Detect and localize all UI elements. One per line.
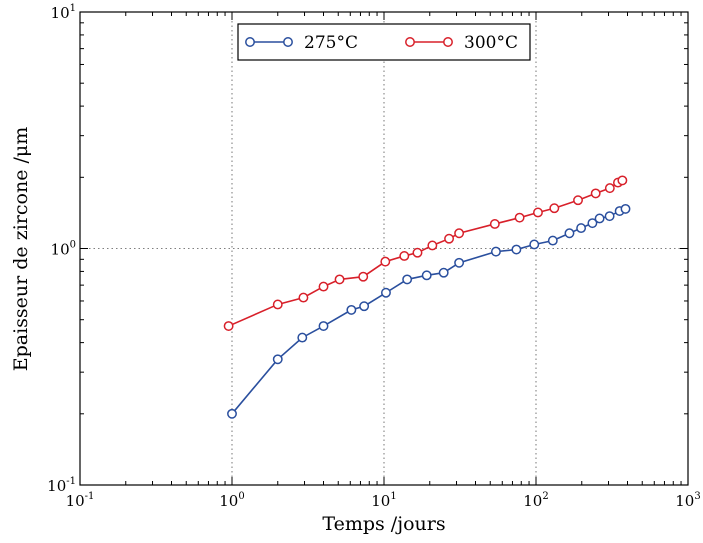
legend: 275°C 300°C <box>237 23 531 61</box>
data-point <box>576 223 587 234</box>
data-point <box>514 212 525 223</box>
data-point <box>427 240 438 251</box>
data-point <box>604 183 615 194</box>
data-point <box>564 228 575 239</box>
data-point <box>272 354 283 365</box>
data-point <box>529 239 540 250</box>
data-point <box>587 218 598 229</box>
y-tick-label: 100 <box>51 240 76 259</box>
data-point <box>297 332 308 343</box>
data-point <box>511 244 522 255</box>
legend-marker <box>443 37 453 47</box>
data-point <box>590 188 601 199</box>
data-point <box>346 304 357 315</box>
data-point <box>334 274 345 285</box>
data-point <box>227 408 237 419</box>
data-point <box>617 175 628 186</box>
data-point <box>412 247 423 258</box>
data-point <box>454 228 465 239</box>
data-point <box>547 235 558 246</box>
data-point <box>533 207 543 218</box>
legend-item: 275°C <box>245 33 358 53</box>
legend-label: 300°C <box>464 33 518 53</box>
data-point <box>489 219 500 229</box>
legend-item: 300°C <box>405 33 518 53</box>
x-tick-label: 101 <box>371 491 396 510</box>
x-tick-label: 10-1 <box>66 491 95 510</box>
y-tick-label: 101 <box>51 3 76 22</box>
data-point <box>272 299 283 310</box>
ticks <box>79 12 689 486</box>
x-axis-title: Temps /jours <box>322 513 445 535</box>
data-point <box>359 301 370 312</box>
tick-labels: 10-1 100 101 102 103 10-1 100 101 <box>47 3 701 510</box>
data-point <box>223 321 234 331</box>
y-tick-label: 10-1 <box>47 476 76 495</box>
data-point <box>454 257 465 268</box>
legend-items: 275°C 300°C <box>245 33 518 53</box>
data-point <box>444 233 455 244</box>
data-point <box>380 256 391 267</box>
data-point <box>298 292 309 303</box>
data-point <box>549 203 560 214</box>
data-point <box>604 211 615 222</box>
data-point <box>594 213 605 224</box>
y-axis-title: Epaisseur de zircone /μm <box>10 127 32 372</box>
series-1 <box>227 203 631 419</box>
data-point <box>358 271 369 282</box>
data-point <box>620 203 631 214</box>
data-point <box>421 270 432 281</box>
legend-marker <box>405 37 415 47</box>
data-point <box>573 195 583 206</box>
data-point <box>399 251 410 261</box>
x-tick-label: 102 <box>523 491 548 510</box>
data-point <box>402 274 413 285</box>
x-tick-label: 103 <box>675 491 700 510</box>
legend-marker <box>245 37 255 47</box>
data-point <box>318 281 329 292</box>
x-tick-label: 100 <box>219 491 244 510</box>
data-point <box>438 267 449 278</box>
data-point <box>490 246 501 257</box>
series-2 <box>223 175 628 331</box>
data-point <box>381 287 391 298</box>
data-point <box>318 321 329 331</box>
legend-label: 275°C <box>304 33 358 53</box>
legend-marker <box>283 37 293 47</box>
series-layer <box>223 175 631 419</box>
